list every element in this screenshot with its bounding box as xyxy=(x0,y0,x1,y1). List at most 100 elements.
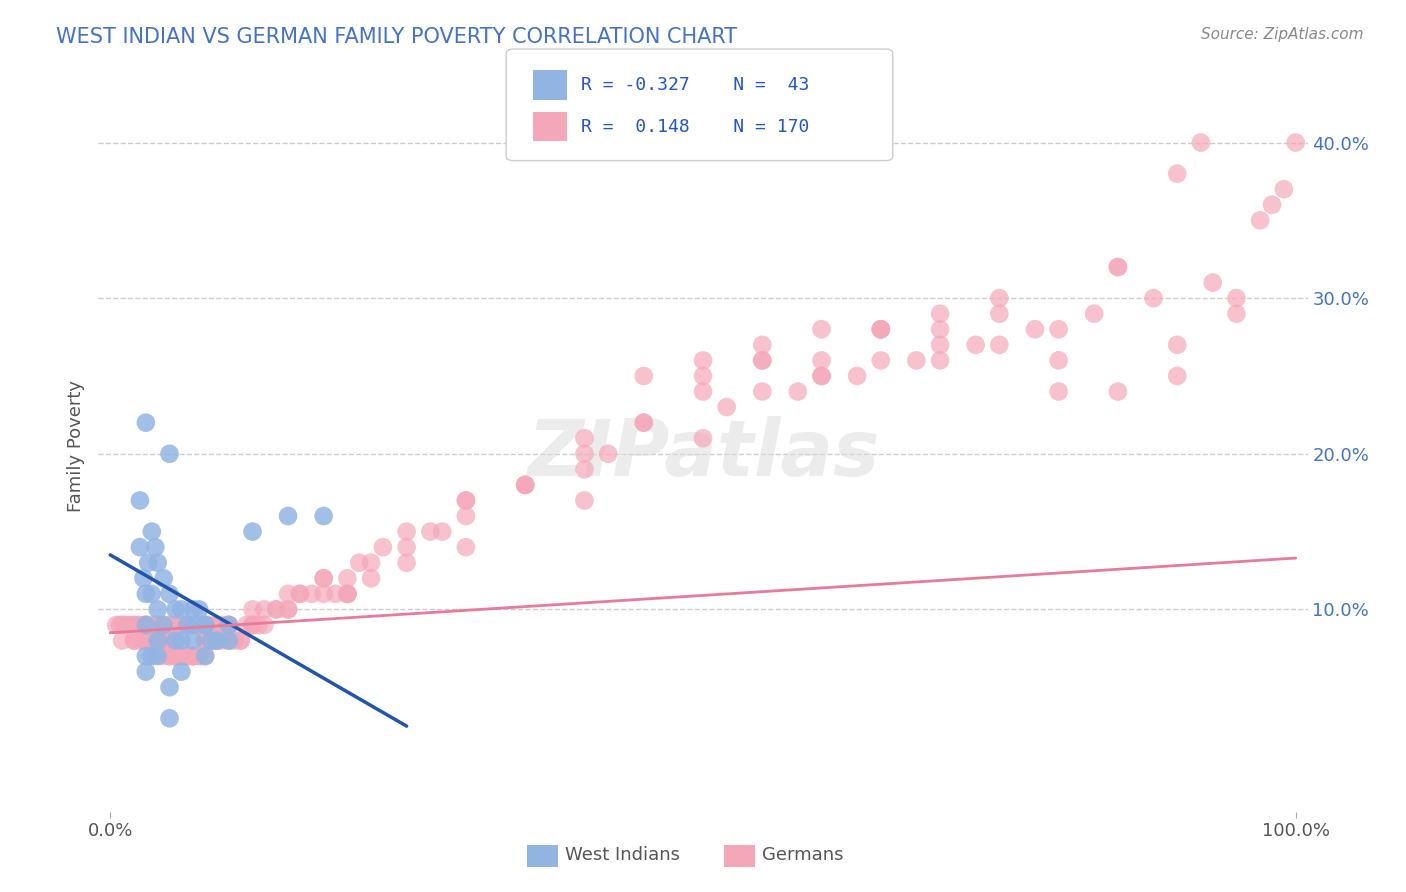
Point xyxy=(205,633,228,648)
Point xyxy=(277,509,299,524)
Point xyxy=(129,633,152,648)
Point xyxy=(224,633,246,648)
Point xyxy=(1166,338,1188,352)
Point xyxy=(574,462,596,476)
Point xyxy=(170,649,193,664)
Point xyxy=(129,618,152,632)
Point xyxy=(194,633,217,648)
Point xyxy=(633,416,655,430)
Point xyxy=(574,447,596,461)
Point xyxy=(218,618,240,632)
Point xyxy=(1189,136,1212,150)
Point xyxy=(125,618,148,632)
Point xyxy=(1202,276,1225,290)
Point xyxy=(371,540,394,554)
Point xyxy=(218,633,240,648)
Point xyxy=(204,618,226,632)
Point xyxy=(173,618,195,632)
Text: West Indians: West Indians xyxy=(565,847,681,864)
Point xyxy=(846,368,869,383)
Point xyxy=(146,556,169,570)
Point xyxy=(181,649,204,664)
Point xyxy=(454,493,477,508)
Point xyxy=(141,587,163,601)
Point xyxy=(929,338,952,352)
Point xyxy=(633,368,655,383)
Point xyxy=(751,384,773,399)
Point xyxy=(181,618,204,632)
Point xyxy=(1107,260,1129,274)
Point xyxy=(360,571,382,585)
Point xyxy=(205,618,228,632)
Point xyxy=(1225,307,1247,321)
Point xyxy=(159,633,181,648)
Point xyxy=(454,540,477,554)
Point xyxy=(218,618,240,632)
Point xyxy=(176,649,198,664)
Point xyxy=(218,618,240,632)
Point xyxy=(141,633,163,648)
Point xyxy=(194,633,217,648)
Point xyxy=(135,587,157,601)
Point xyxy=(141,633,163,648)
Point xyxy=(160,618,183,632)
Point xyxy=(692,368,714,383)
Point xyxy=(143,540,166,554)
Point xyxy=(692,431,714,445)
Point xyxy=(170,649,193,664)
Point xyxy=(988,307,1011,321)
Point xyxy=(229,633,252,648)
Text: R = -0.327    N =  43: R = -0.327 N = 43 xyxy=(581,76,808,94)
Point xyxy=(988,338,1011,352)
Point xyxy=(159,447,181,461)
Point xyxy=(135,633,157,648)
Point xyxy=(205,633,228,648)
Point xyxy=(208,618,231,632)
Point xyxy=(242,618,264,632)
Point xyxy=(869,322,891,336)
Point xyxy=(869,353,891,368)
Point xyxy=(1261,198,1284,212)
Point xyxy=(132,571,155,585)
Point xyxy=(1225,291,1247,305)
Point xyxy=(205,633,228,648)
Point xyxy=(170,665,193,679)
Point xyxy=(1166,368,1188,383)
Point xyxy=(869,322,891,336)
Point xyxy=(515,478,537,492)
Point xyxy=(165,649,187,664)
Point xyxy=(200,633,222,648)
Point xyxy=(122,618,145,632)
Point xyxy=(360,556,382,570)
Point xyxy=(111,633,134,648)
Point xyxy=(146,633,169,648)
Point xyxy=(716,400,738,414)
Point xyxy=(143,618,166,632)
Point xyxy=(135,649,157,664)
Point xyxy=(751,353,773,368)
Point xyxy=(325,587,347,601)
Point xyxy=(751,338,773,352)
Point xyxy=(242,618,264,632)
Y-axis label: Family Poverty: Family Poverty xyxy=(66,380,84,512)
Point xyxy=(135,416,157,430)
Point xyxy=(212,633,235,648)
Point xyxy=(191,618,214,632)
Point xyxy=(146,602,169,616)
Point xyxy=(218,633,240,648)
Point xyxy=(1083,307,1105,321)
Point xyxy=(188,602,211,616)
Point xyxy=(312,509,335,524)
Point xyxy=(165,649,187,664)
Point xyxy=(988,291,1011,305)
Point xyxy=(395,540,418,554)
Point xyxy=(159,587,181,601)
Point xyxy=(200,633,222,648)
Point xyxy=(114,618,136,632)
Point xyxy=(200,633,222,648)
Point xyxy=(1142,291,1164,305)
Point xyxy=(347,556,370,570)
Point xyxy=(132,618,155,632)
Point xyxy=(135,618,157,632)
Point xyxy=(751,353,773,368)
